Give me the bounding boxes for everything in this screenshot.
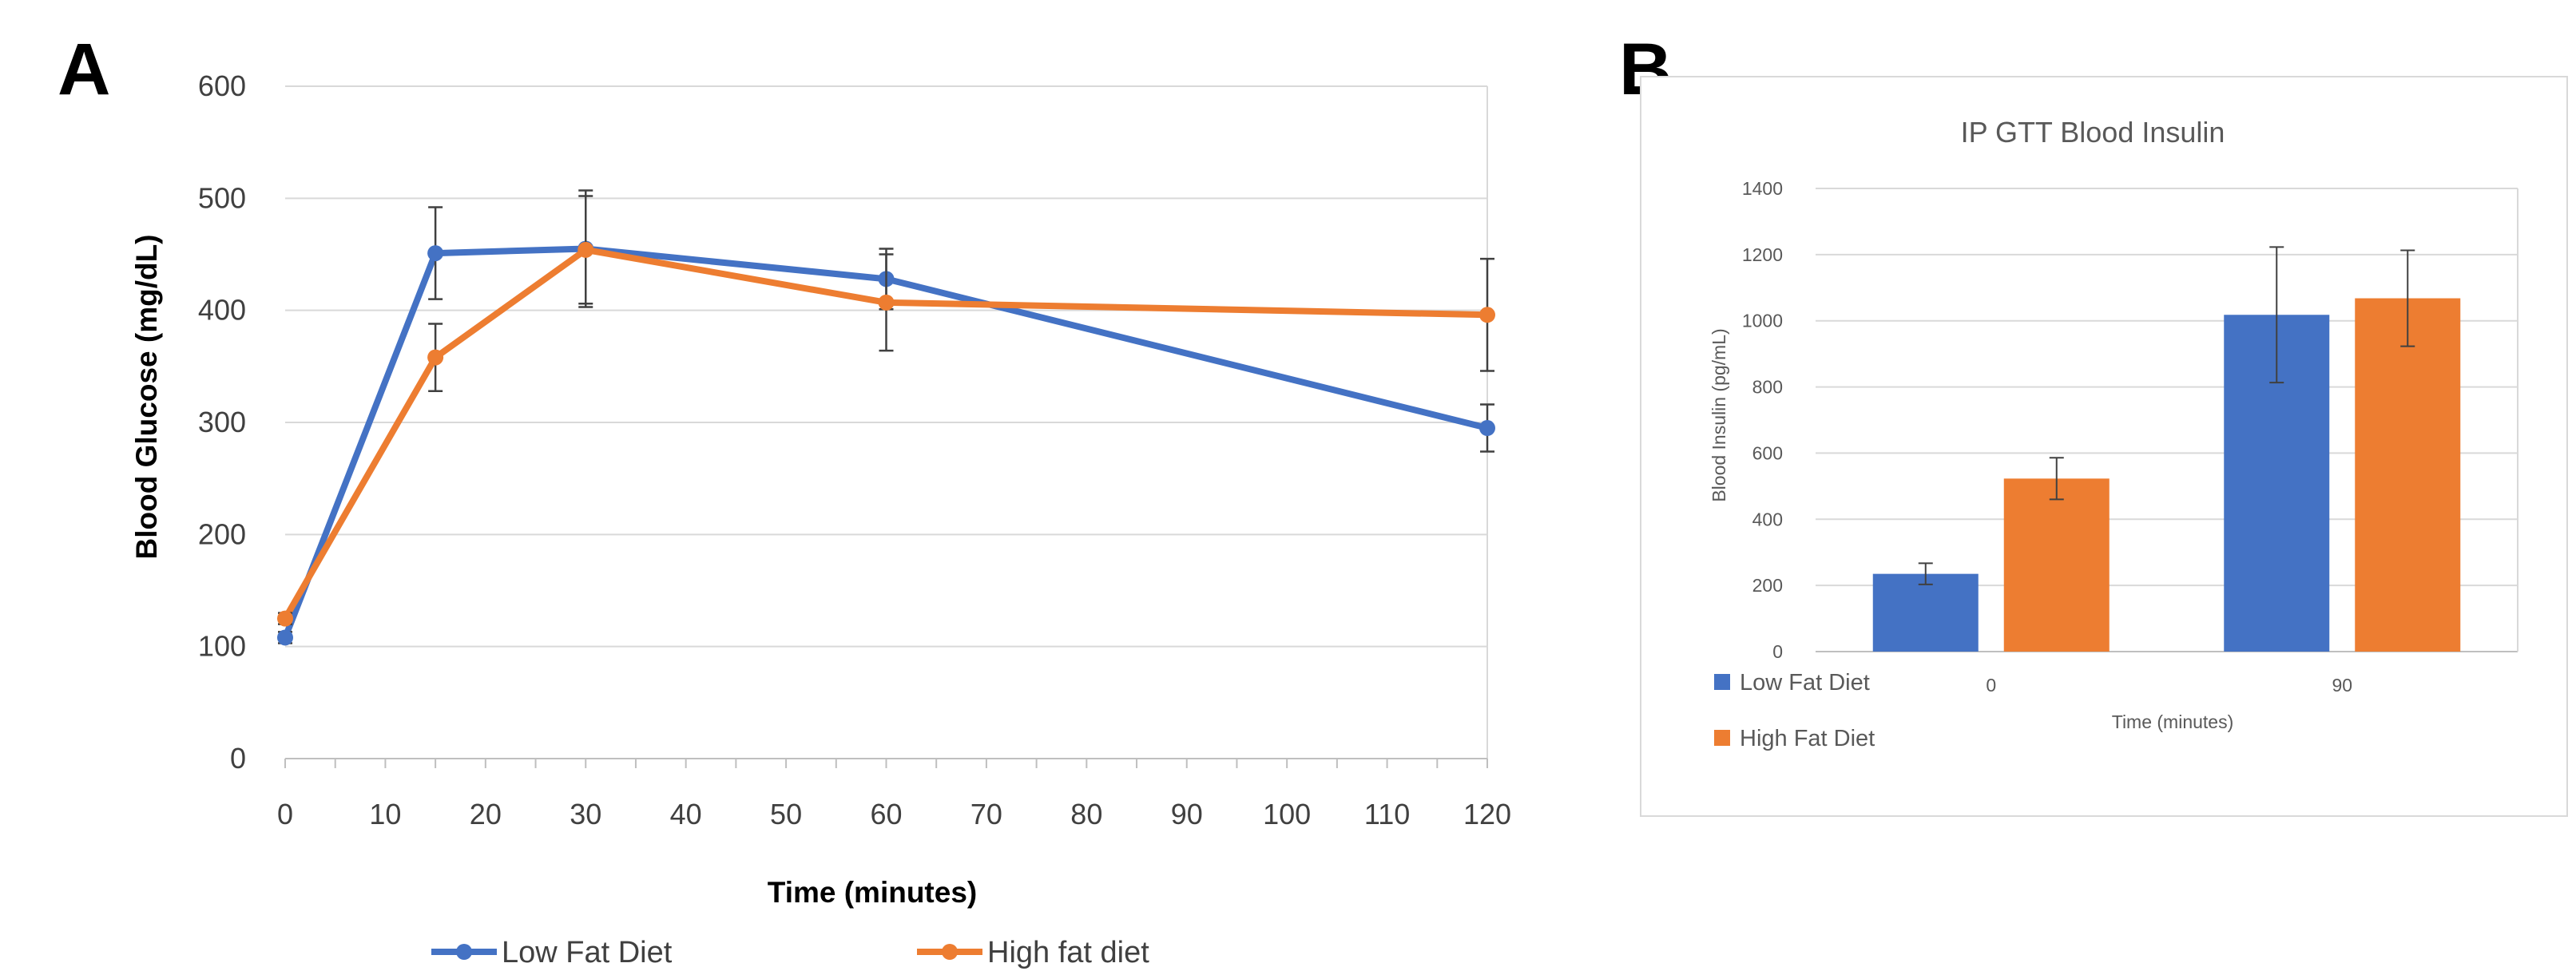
a-x-tick-label: 80 bbox=[1070, 798, 1102, 830]
a-x-tick-label: 120 bbox=[1463, 798, 1511, 830]
a-y-tick-label: 300 bbox=[198, 406, 246, 438]
a-x-tick-label: 60 bbox=[870, 798, 902, 830]
b-legend-label: Low Fat Diet bbox=[1740, 670, 1870, 696]
a-x-tick-label: 100 bbox=[1263, 798, 1311, 830]
b-x-axis-title: Time (minutes) bbox=[2112, 711, 2234, 732]
a-y-tick-label: 200 bbox=[198, 517, 246, 550]
a-y-tick-labels: 0 100 200 300 400 500 600 bbox=[198, 69, 246, 775]
a-y-tick-label: 600 bbox=[198, 69, 246, 102]
panel-a-letter: A bbox=[58, 29, 110, 110]
a-gridlines bbox=[285, 85, 1487, 648]
a-y-tick-label: 100 bbox=[198, 630, 246, 663]
a-y-tick-label: 500 bbox=[198, 181, 246, 214]
a-data-point bbox=[1479, 420, 1495, 437]
a-x-tick-label: 90 bbox=[1171, 798, 1203, 830]
a-data-point bbox=[578, 241, 594, 258]
b-bar-low-fat bbox=[1872, 573, 1979, 652]
a-data-point bbox=[277, 629, 293, 646]
b-y-tick-label: 800 bbox=[1752, 377, 1783, 398]
a-legend-label: High fat diet bbox=[987, 936, 1149, 969]
a-x-tick-label: 110 bbox=[1364, 798, 1410, 830]
a-legend-label: Low Fat Diet bbox=[502, 936, 673, 969]
b-y-tick-label: 1400 bbox=[1742, 178, 1783, 199]
b-y-tick-label: 200 bbox=[1752, 575, 1783, 596]
a-data-point bbox=[427, 349, 444, 366]
a-data-point bbox=[878, 294, 895, 311]
a-x-tick-label: 70 bbox=[970, 798, 1002, 830]
a-legend: Low Fat Diet High fat diet bbox=[431, 936, 1149, 969]
b-y-tick-label: 1000 bbox=[1742, 311, 1783, 331]
a-series bbox=[277, 189, 1495, 646]
a-x-tick-label: 30 bbox=[570, 798, 601, 830]
b-bar-high-fat bbox=[2355, 298, 2461, 652]
a-x-tick-labels: 0 10 20 30 40 50 60 70 80 90 100 110 120 bbox=[277, 798, 1511, 830]
a-x-tick-label: 40 bbox=[670, 798, 702, 830]
b-legend: Low Fat Diet High Fat Diet bbox=[1714, 670, 1875, 751]
b-y-tick-label: 0 bbox=[1772, 641, 1783, 662]
b-legend-swatch bbox=[1714, 730, 1730, 746]
b-x-tick-label: 90 bbox=[2332, 675, 2352, 696]
a-y-axis-title: Blood Glucose (mg/dL) bbox=[130, 235, 163, 560]
b-x-tick-label: 0 bbox=[1986, 675, 1996, 696]
a-data-point bbox=[277, 610, 293, 627]
b-chart-title: IP GTT Blood Insulin bbox=[1961, 116, 2225, 149]
a-x-tick-label: 50 bbox=[770, 798, 802, 830]
a-data-point bbox=[1479, 307, 1495, 323]
a-x-tick-label: 0 bbox=[277, 798, 293, 830]
b-bar-high-fat bbox=[2003, 478, 2110, 652]
b-y-tick-label: 1200 bbox=[1742, 244, 1783, 265]
glucose-line-chart: 0 100 200 300 400 500 600 0 10 20 30 40 50 60 70 80 90 1… bbox=[130, 69, 1511, 969]
b-y-tick-label: 600 bbox=[1752, 442, 1783, 463]
b-x-tick-labels: 0 90 bbox=[1986, 675, 2352, 696]
insulin-bar-chart: IP GTT Blood Insulin 0 200 400 600 800 1000 12… bbox=[1640, 76, 2568, 817]
a-y-tick-label: 0 bbox=[230, 742, 246, 775]
a-x-tick-label: 10 bbox=[369, 798, 401, 830]
b-y-tick-labels: 0 200 400 600 800 1000 1200 1400 bbox=[1742, 178, 1783, 662]
b-y-axis-title: Blood Insulin (pg/mL) bbox=[1709, 328, 1729, 501]
a-legend-swatch-marker bbox=[456, 944, 472, 960]
b-bars bbox=[1872, 246, 2461, 652]
a-x-tick-label: 20 bbox=[470, 798, 502, 830]
b-y-tick-label: 400 bbox=[1752, 509, 1783, 529]
a-axes bbox=[284, 86, 1488, 768]
a-data-point bbox=[427, 245, 444, 262]
a-y-tick-label: 400 bbox=[198, 294, 246, 327]
a-x-axis-title: Time (minutes) bbox=[768, 876, 977, 909]
b-legend-label: High Fat Diet bbox=[1740, 726, 1875, 751]
b-legend-swatch bbox=[1714, 674, 1730, 690]
a-legend-swatch-marker bbox=[942, 944, 958, 960]
